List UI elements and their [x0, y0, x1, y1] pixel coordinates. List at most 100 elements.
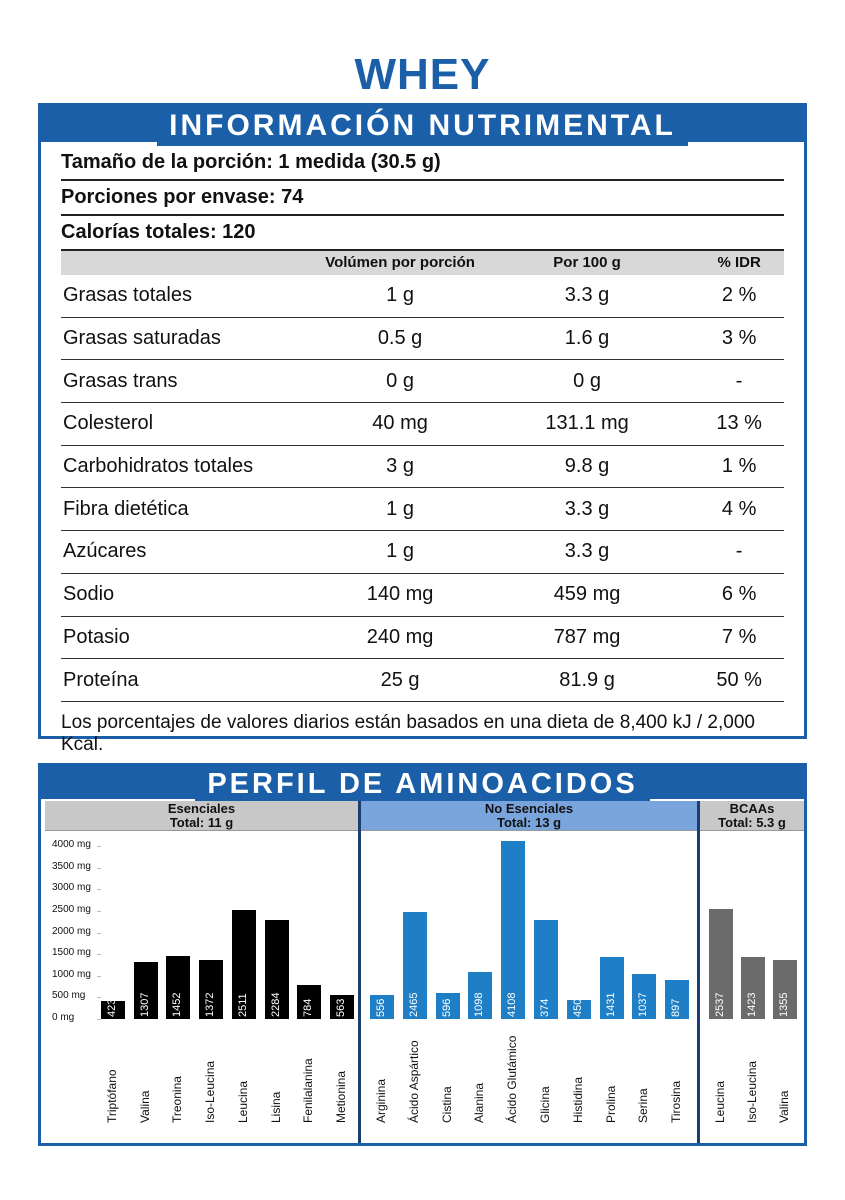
category-label: Serina — [636, 1088, 651, 1123]
bar-value-label: 596 — [440, 998, 453, 1017]
per-serving-value: 25 g — [380, 668, 420, 691]
y-tick-mark — [97, 997, 101, 999]
category-label: Tirosina — [669, 1080, 684, 1123]
section-total: Total: 11 g — [169, 815, 234, 830]
y-tick-mark — [97, 954, 101, 956]
category-label: Valina — [137, 1090, 152, 1123]
nutrition-header: INFORMACIÓN NUTRIMENTAL — [41, 106, 804, 146]
table-row: Colesterol 40 mg 131.1 mg 13 % — [61, 403, 784, 446]
y-tick-label: 4000 mg — [52, 839, 91, 850]
y-tick-label: 1000 mg — [52, 968, 91, 980]
section-header-esenciales: Esenciales Total: 11 g — [45, 801, 358, 831]
per-serving-value: 1 g — [386, 540, 414, 563]
y-tick-mark — [97, 846, 101, 847]
per-serving-value: 140 mg — [366, 583, 434, 606]
column-header-per-serving: Volúmen por porción — [325, 254, 475, 271]
column-headers: Volúmen por porción Por 100 g % IDR — [61, 251, 784, 275]
per-100g-value: 131.1 mg — [545, 412, 629, 435]
category-label: Alanina — [472, 1082, 487, 1123]
per-100g-value: 459 mg — [553, 583, 621, 606]
category-label: Iso-Leucina — [203, 1060, 218, 1123]
bar-tirosina — [665, 980, 690, 1019]
bar-value-label: 784 — [302, 998, 315, 1017]
nutrient-name: Potasio — [63, 625, 130, 648]
bar-valina — [773, 960, 797, 1019]
per-100g-value: 3.3 g — [564, 284, 610, 307]
idr-value: 50 % — [716, 668, 762, 691]
category-label: Cistina — [439, 1086, 454, 1123]
nutrient-name: Fibra dietética — [63, 497, 189, 520]
per-serving-value: 240 mg — [366, 625, 434, 648]
y-tick-label: 2500 mg — [52, 903, 91, 915]
bar-value-label: 1431 — [604, 992, 617, 1017]
bar-value-label: 1372 — [204, 992, 217, 1017]
category-label: Triptófano — [105, 1069, 119, 1123]
section-bcaas: BCAAs Total: 5.3 g 2537 Leucina 1423 Iso-Le… — [700, 801, 804, 1143]
bar-leucina — [231, 910, 256, 1019]
y-tick-label: 3500 mg — [52, 860, 91, 872]
y-tick-mark — [97, 1019, 101, 1020]
nutrient-name: Grasas trans — [63, 369, 178, 392]
category-label: Ácido Aspártico — [406, 1040, 421, 1123]
bar-value-label: 4108 — [506, 992, 519, 1017]
amino-header-text: PERFIL DE AMINOACIDOS — [195, 766, 650, 802]
bar-fenilalanina — [297, 985, 322, 1019]
y-tick-label: 3000 mg — [52, 882, 91, 894]
y-tick-label: 500 mg — [52, 990, 86, 1002]
idr-value: 4 % — [721, 497, 757, 520]
column-header-per-100g: Por 100 g — [553, 254, 621, 271]
per-100g-value: 1.6 g — [564, 327, 610, 350]
table-row: Proteína 25 g 81.9 g 50 % — [61, 659, 784, 702]
servings-per-container: Porciones por envase: 74 — [61, 181, 784, 216]
bar-ácido-glutámico — [501, 841, 526, 1019]
y-tick-mark — [97, 867, 101, 869]
bar-value-label: 563 — [334, 998, 347, 1017]
y-tick-mark — [97, 889, 101, 891]
section-name: BCAAs — [729, 801, 775, 816]
section-divider — [358, 801, 361, 1143]
idr-value: - — [735, 369, 743, 392]
bar-arginina — [370, 994, 394, 1019]
nutrition-header-text: INFORMACIÓN NUTRIMENTAL — [157, 106, 688, 146]
per-100g-value: 9.8 g — [564, 455, 610, 478]
nutrient-name: Sodio — [63, 583, 115, 606]
bar-histidina — [566, 999, 591, 1019]
section-total: Total: 13 g — [496, 815, 562, 830]
per-serving-value: 0.5 g — [377, 327, 423, 350]
per-100g-value: 3.3 g — [564, 540, 610, 563]
bar-value-label: 1307 — [138, 992, 151, 1017]
table-row: Grasas totales 1 g 3.3 g 2 % — [61, 275, 784, 318]
idr-value: 7 % — [721, 625, 757, 648]
bar-triptófano — [101, 1000, 125, 1019]
table-row: Grasas trans 0 g 0 g - — [61, 360, 784, 404]
section-name: Esenciales — [167, 801, 236, 816]
bar-value-label: 1355 — [778, 992, 790, 1017]
nutrient-name: Grasas saturadas — [63, 327, 221, 350]
table-row: Carbohidratos totales 3 g 9.8 g 1 % — [61, 446, 784, 489]
per-serving-value: 40 mg — [372, 412, 428, 435]
per-100g-value: 0 g — [573, 369, 601, 392]
nutrition-panel: INFORMACIÓN NUTRIMENTAL Tamaño de la por… — [38, 103, 807, 755]
product-title: WHEY — [354, 50, 491, 99]
serving-size: Tamaño de la porción: 1 medida (30.5 g) — [61, 146, 784, 181]
bar-value-label: 1452 — [171, 992, 184, 1017]
table-row: Potasio 240 mg 787 mg 7 % — [61, 617, 784, 660]
table-row: Sodio 140 mg 459 mg 6 % — [61, 574, 784, 617]
nutrient-name: Azúcares — [63, 540, 147, 563]
per-serving-value: 3 g — [386, 455, 414, 478]
y-tick-mark — [97, 910, 101, 912]
section-no-esenciales: No Esenciales Total: 13 g 556 Arginina 246… — [361, 801, 697, 1143]
category-label: Valina — [777, 1090, 791, 1123]
section-header-no-esenciales: No Esenciales Total: 13 g — [361, 801, 697, 831]
y-tick-label: 2000 mg — [52, 925, 91, 937]
column-header-nutrient — [61, 251, 320, 275]
bar-value-label: 2465 — [407, 992, 420, 1017]
column-header-idr: % IDR — [717, 254, 761, 271]
category-label: Ácido Glutámico — [505, 1035, 520, 1123]
section-header-bcaas: BCAAs Total: 5.3 g — [700, 801, 804, 831]
bar-value-label: 2511 — [236, 993, 249, 1017]
bar-leucina — [709, 909, 733, 1019]
category-label: Leucina — [713, 1080, 727, 1123]
idr-value: 6 % — [721, 583, 757, 606]
idr-value: 2 % — [721, 284, 757, 307]
